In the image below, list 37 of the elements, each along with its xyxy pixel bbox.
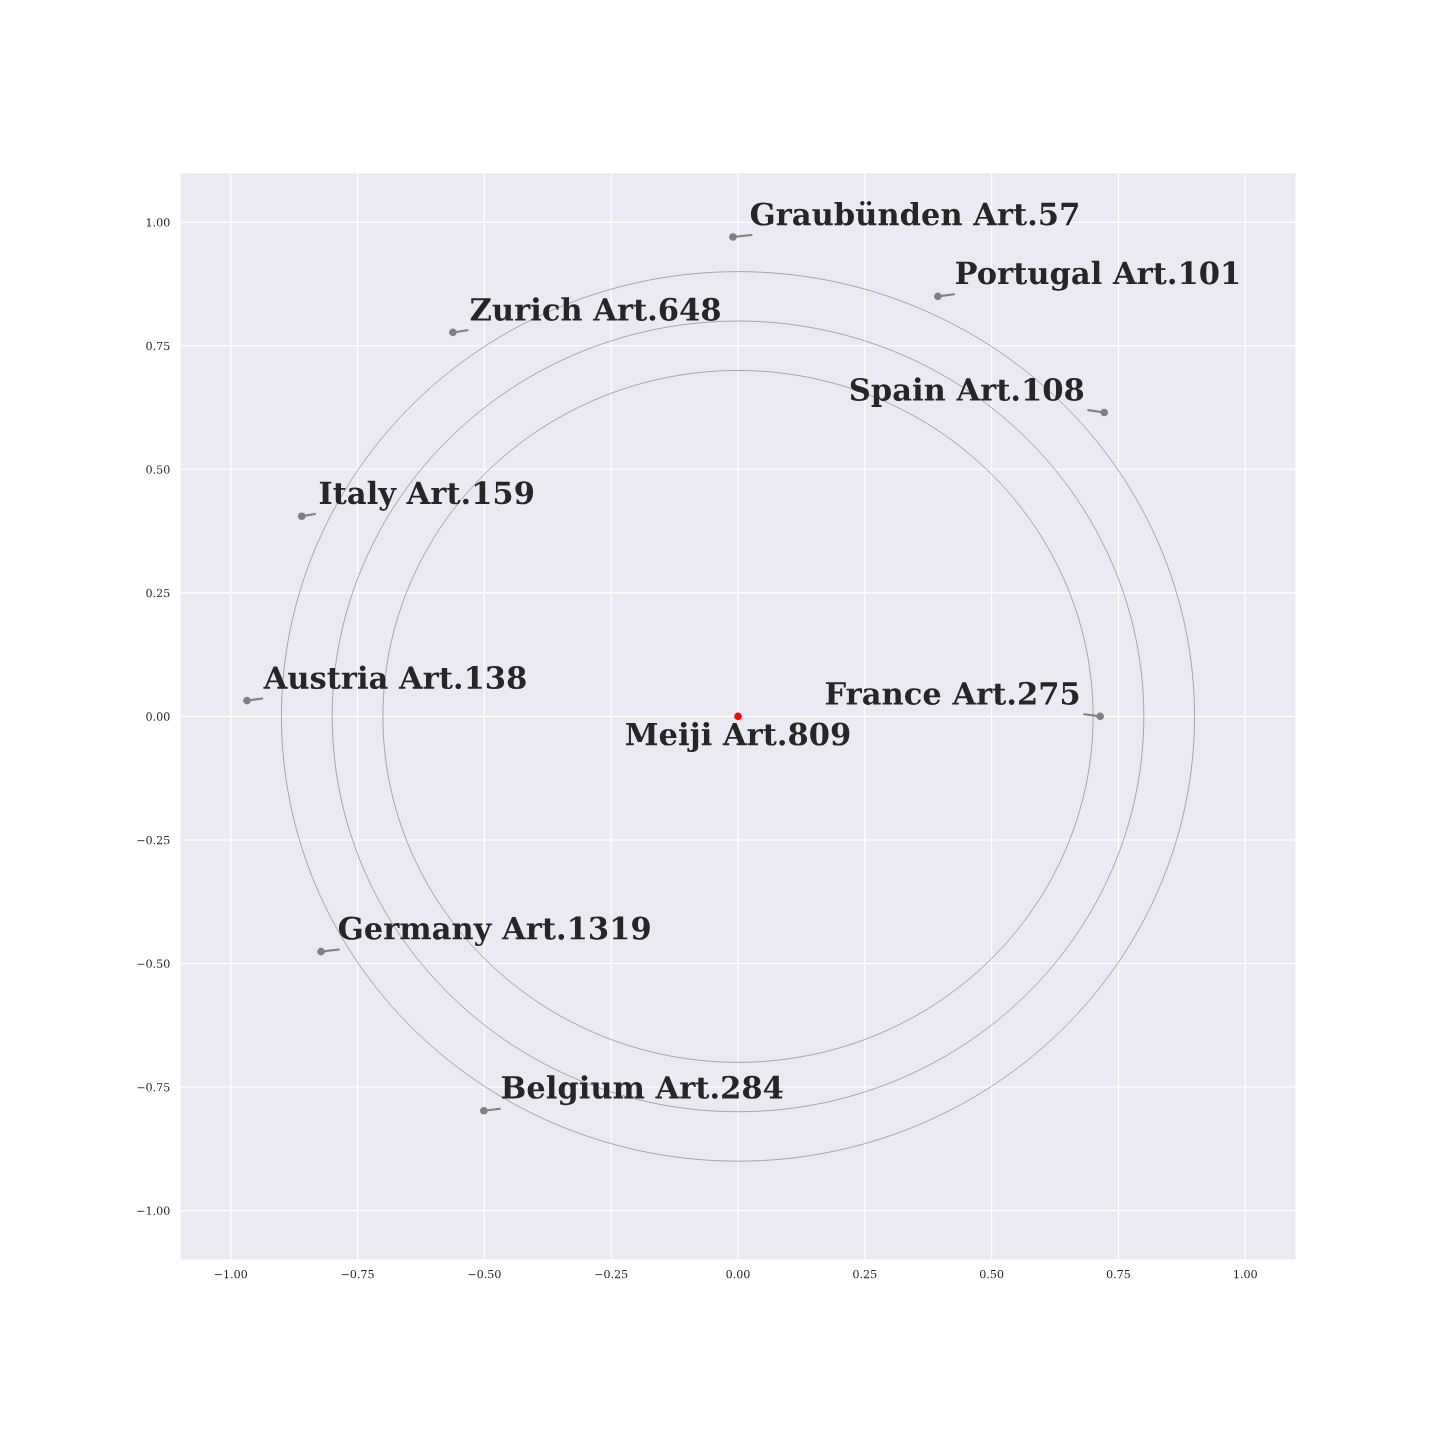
x-tick-label: −0.75 [341,1269,374,1279]
y-tick-label: 0.75 [146,341,170,351]
annotation: Zurich Art.648 [470,297,720,321]
y-tick-label: 0.50 [146,465,170,474]
annotation: Spain Art.108 [850,377,1084,407]
point [317,947,325,956]
x-tick-label: 1.00 [1234,1269,1257,1279]
annotation: Meiji Art.809 [626,721,850,752]
point [297,512,306,521]
y-tick-label: 0.25 [146,588,170,598]
x-tick-label: 0.25 [853,1269,877,1279]
y-tick-label: −0.25 [137,835,170,845]
x-tick-label: −1.00 [214,1269,248,1279]
point [243,696,251,705]
y-tick-label: 0.00 [146,712,170,721]
y-tick-label: 1.00 [146,218,170,227]
x-tick-label: 0.50 [980,1269,1004,1279]
y-tick-label: −0.75 [137,1083,170,1092]
point [1096,712,1104,721]
x-tick-label: −0.25 [595,1269,628,1279]
point [449,328,457,337]
point [480,1106,488,1115]
x-tick-label: −0.50 [468,1269,501,1279]
annotation: Germany Art.1319 [338,916,650,947]
annotation: Graubünden Art.57 [750,201,1078,226]
annotation: France Art.275 [825,681,1079,705]
annotation: Italy Art.159 [319,480,534,511]
x-tick-label: 0.00 [726,1269,750,1279]
point [729,233,737,241]
y-tick-label: −1.00 [137,1206,170,1215]
point [1100,408,1109,417]
y-tick-label: −0.50 [137,959,170,968]
annotation: Portugal Art.101 [955,260,1239,291]
x-tick-label: 0.75 [1106,1269,1130,1279]
point [934,292,942,301]
annotation: Belgium Art.284 [501,1075,783,1106]
annotation: Austria Art.138 [263,665,526,690]
